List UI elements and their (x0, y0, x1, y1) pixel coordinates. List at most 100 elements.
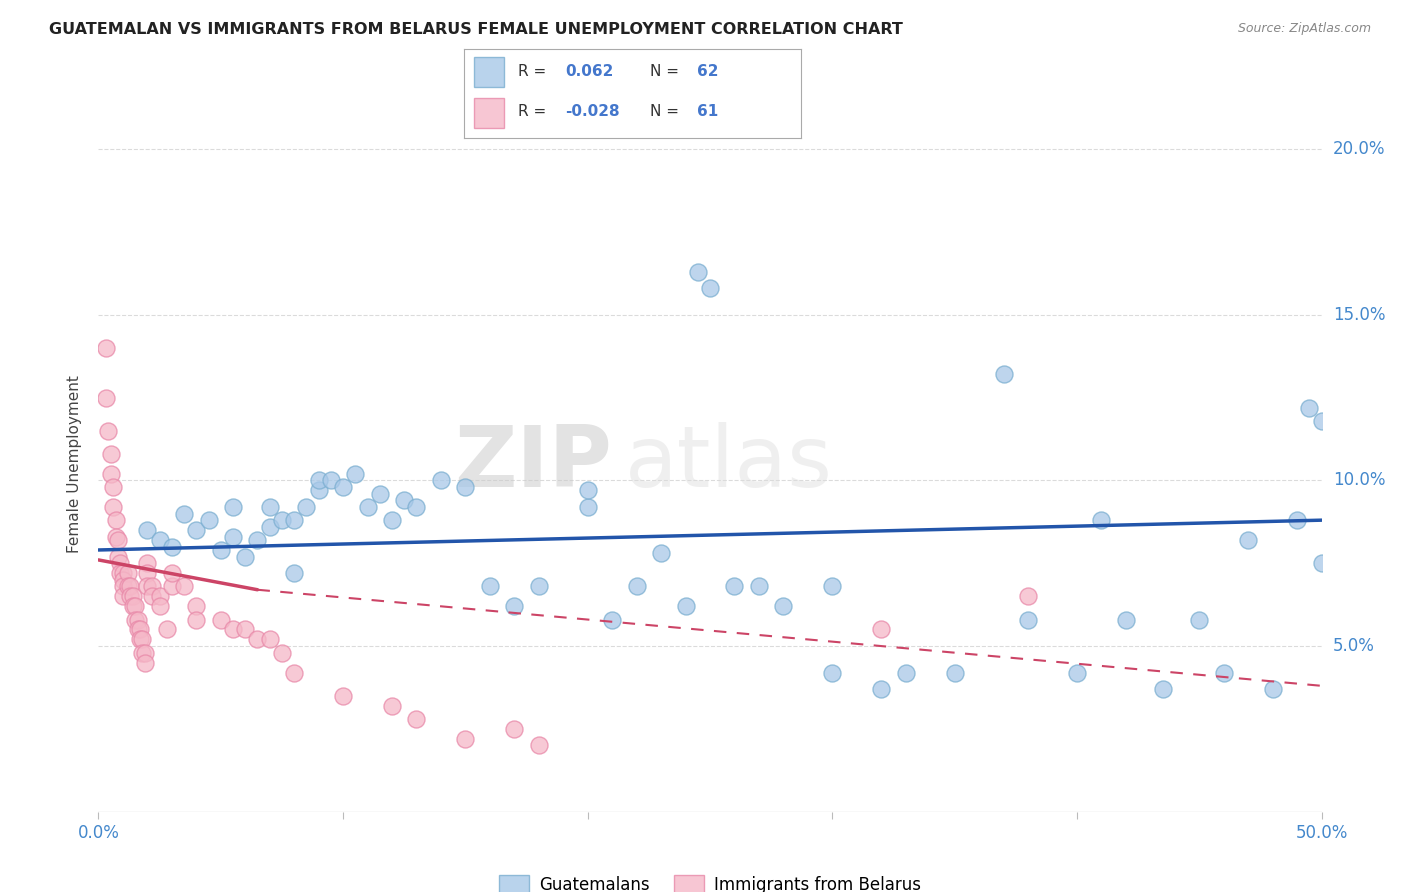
Point (381, 698, 404, 713)
Point (527, 579, 550, 593)
Point (1310, 556, 1333, 570)
Point (209, 543, 232, 558)
Point (101, 500, 124, 514)
Point (943, 665, 966, 680)
Point (186, 613, 208, 627)
Point (101, 480, 124, 494)
Point (454, 731, 477, 746)
Point (295, 500, 318, 514)
Text: 15.0%: 15.0% (1333, 306, 1385, 324)
Point (134, 656, 156, 670)
Point (259, 520, 281, 534)
Point (104, 530, 127, 544)
Point (111, 566, 134, 581)
Text: -0.028: -0.028 (565, 104, 620, 119)
Point (173, 579, 195, 593)
Point (283, 566, 305, 581)
Point (1115, 613, 1137, 627)
Point (121, 590, 143, 604)
Point (1298, 401, 1320, 415)
Point (259, 632, 281, 647)
Text: 5.0%: 5.0% (1333, 637, 1375, 655)
Point (222, 500, 245, 514)
Point (503, 722, 526, 736)
Point (222, 530, 245, 544)
Point (723, 579, 745, 593)
Point (381, 513, 404, 527)
Text: 61: 61 (697, 104, 718, 119)
Point (332, 689, 354, 703)
Point (156, 623, 179, 637)
Point (233, 549, 256, 564)
Point (209, 613, 232, 627)
Point (173, 507, 195, 521)
Point (748, 579, 770, 593)
Point (160, 540, 183, 554)
Point (129, 632, 152, 647)
Point (129, 623, 152, 637)
Point (186, 523, 208, 537)
Point (576, 500, 599, 514)
Point (870, 623, 893, 637)
Text: N =: N = (650, 64, 679, 78)
Point (576, 483, 599, 498)
Point (111, 573, 134, 587)
Point (270, 513, 294, 527)
Point (894, 665, 917, 680)
Point (600, 613, 623, 627)
Point (160, 566, 183, 581)
Point (136, 566, 159, 581)
Point (686, 265, 709, 279)
Point (344, 467, 367, 481)
Point (650, 546, 672, 560)
Point (124, 613, 146, 627)
Text: 20.0%: 20.0% (1333, 140, 1385, 158)
Point (111, 590, 134, 604)
Point (94, 391, 117, 405)
Point (110, 556, 132, 570)
Point (120, 579, 142, 593)
Text: N =: N = (650, 104, 679, 119)
Point (117, 566, 139, 581)
Point (111, 579, 134, 593)
Point (246, 632, 269, 647)
Point (405, 712, 427, 726)
Point (127, 623, 149, 637)
Point (675, 599, 697, 614)
Point (1310, 414, 1333, 428)
Point (259, 500, 281, 514)
Point (134, 646, 156, 660)
Point (308, 483, 330, 498)
Point (1286, 513, 1309, 527)
Point (94, 341, 117, 355)
Point (1090, 513, 1112, 527)
Point (160, 579, 183, 593)
Point (821, 665, 844, 680)
Point (149, 590, 172, 604)
Point (141, 579, 163, 593)
Point (233, 623, 256, 637)
Point (149, 599, 172, 614)
Point (430, 474, 453, 488)
Point (186, 599, 208, 614)
Point (319, 474, 342, 488)
Point (870, 682, 893, 697)
Text: ZIP: ZIP (454, 422, 612, 506)
Y-axis label: Female Unemployment: Female Unemployment (67, 375, 83, 553)
Point (131, 632, 153, 647)
Point (821, 579, 844, 593)
Point (626, 579, 648, 593)
Legend: Guatemalans, Immigrants from Belarus: Guatemalans, Immigrants from Belarus (492, 869, 928, 892)
Point (392, 493, 416, 508)
Point (1212, 665, 1234, 680)
Point (136, 556, 159, 570)
Point (100, 447, 122, 461)
Text: atlas: atlas (624, 422, 832, 506)
Point (124, 599, 146, 614)
Point (107, 533, 129, 547)
Point (283, 513, 305, 527)
Point (699, 281, 721, 295)
Point (332, 480, 354, 494)
Point (1017, 590, 1039, 604)
Point (131, 646, 153, 660)
